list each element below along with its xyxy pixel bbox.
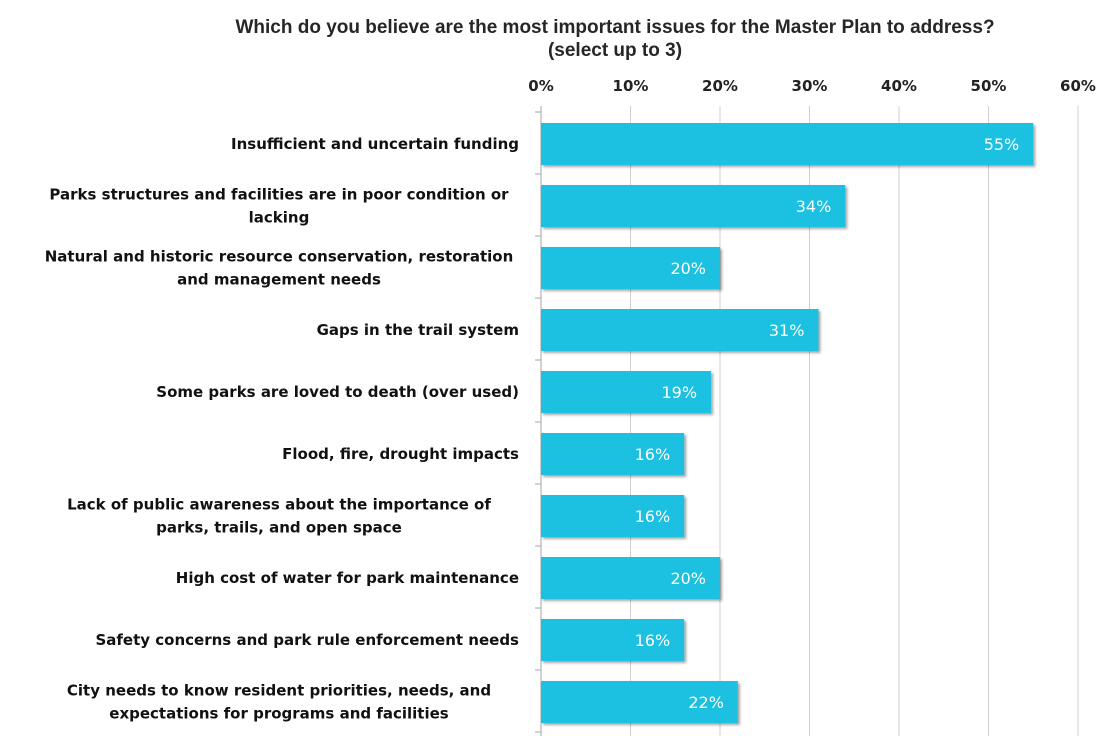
- category-label-line: and management needs: [177, 271, 381, 289]
- x-tick-label: 50%: [971, 77, 1007, 95]
- bar: [541, 123, 1034, 165]
- category-label-line: Insufficient and uncertain funding: [231, 135, 519, 153]
- chart-title: Which do you believe are the most import…: [0, 16, 1100, 62]
- category-label: Lack of public awareness about the impor…: [67, 496, 491, 537]
- category-label: City needs to know resident priorities, …: [67, 682, 491, 723]
- category-label: High cost of water for park maintenance: [176, 569, 519, 587]
- data-label: 55%: [984, 135, 1020, 154]
- x-tick-label: 30%: [792, 77, 828, 95]
- chart-title-line2: (select up to 3): [547, 40, 683, 61]
- category-label: Gaps in the trail system: [317, 321, 519, 339]
- bar: [541, 371, 712, 413]
- bar: [541, 309, 819, 351]
- data-label: 20%: [670, 259, 706, 278]
- category-label-line: Gaps in the trail system: [317, 321, 519, 339]
- data-label: 16%: [635, 631, 671, 650]
- category-label-line: Flood, fire, drought impacts: [282, 445, 519, 463]
- x-tick-label: 0%: [528, 77, 553, 95]
- data-label: 22%: [688, 693, 724, 712]
- chart-title-line1: Which do you believe are the most import…: [235, 17, 995, 38]
- bar: [541, 495, 685, 537]
- category-label: Insufficient and uncertain funding: [231, 135, 519, 153]
- bar: [541, 619, 685, 661]
- x-tick-label: 60%: [1060, 77, 1096, 95]
- bar: [541, 247, 720, 289]
- category-label-line: parks, trails, and open space: [156, 519, 402, 537]
- category-label-line: Some parks are loved to death (over used…: [156, 383, 519, 401]
- x-tick-label: 20%: [702, 77, 738, 95]
- category-label-line: Parks structures and facilities are in p…: [49, 186, 509, 204]
- x-tick-label: 10%: [613, 77, 649, 95]
- data-label: 20%: [670, 569, 706, 588]
- category-label-line: Lack of public awareness about the impor…: [67, 496, 491, 514]
- category-label: Natural and historic resource conservati…: [45, 248, 514, 289]
- category-label-line: Natural and historic resource conservati…: [45, 248, 514, 266]
- category-label: Flood, fire, drought impacts: [282, 445, 519, 463]
- bar: [541, 557, 720, 599]
- x-tick-label: 40%: [881, 77, 917, 95]
- category-label: Safety concerns and park rule enforcemen…: [95, 631, 519, 649]
- category-label: Parks structures and facilities are in p…: [49, 186, 509, 227]
- bar: [541, 185, 846, 227]
- data-label: 16%: [635, 445, 671, 464]
- category-label: Some parks are loved to death (over used…: [156, 383, 519, 401]
- data-label: 34%: [796, 197, 832, 216]
- data-label: 16%: [635, 507, 671, 526]
- data-label: 31%: [769, 321, 805, 340]
- category-label-line: expectations for programs and facilities: [109, 705, 449, 723]
- category-label-line: Safety concerns and park rule enforcemen…: [95, 631, 519, 649]
- bar: [541, 681, 738, 723]
- category-label-line: lacking: [249, 209, 310, 227]
- bar: [541, 433, 685, 475]
- category-label-line: High cost of water for park maintenance: [176, 569, 519, 587]
- data-label: 19%: [661, 383, 697, 402]
- category-label-line: City needs to know resident priorities, …: [67, 682, 491, 700]
